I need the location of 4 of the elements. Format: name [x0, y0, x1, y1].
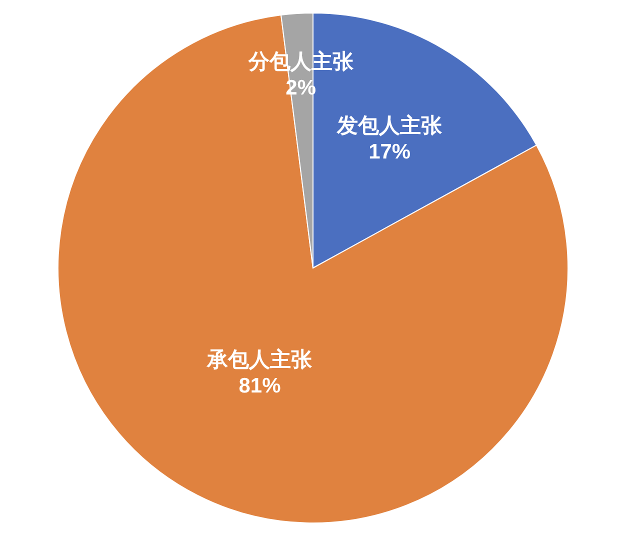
slice-label: 承包人主张	[206, 348, 314, 372]
slice-label: 发包人主张	[336, 114, 444, 138]
data-label: 81%	[238, 374, 282, 398]
data-label: 17%	[368, 140, 411, 164]
